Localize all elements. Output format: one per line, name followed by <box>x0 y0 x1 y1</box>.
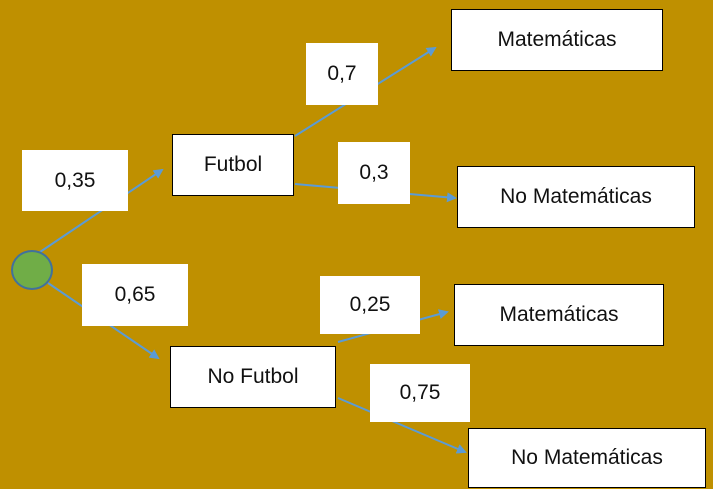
node-no-futbol: No Futbol <box>170 346 336 408</box>
prob-futbol-no-matematicas: 0,3 <box>338 142 410 204</box>
prob-no-futbol: 0,65 <box>82 264 188 326</box>
edge-root-futbol <box>39 168 164 253</box>
node-futbol: Futbol <box>172 134 294 196</box>
prob-no-futbol-matematicas: 0,25 <box>320 276 420 334</box>
root-node <box>11 250 53 290</box>
node-futbol-matematicas: Matemáticas <box>451 9 663 71</box>
prob-futbol: 0,35 <box>22 150 128 211</box>
prob-no-futbol-no-matematicas: 0,75 <box>370 364 470 422</box>
edge-no-futbol-no-matematicas <box>337 397 467 454</box>
node-no-futbol-no-matematicas: No Matemáticas <box>468 428 706 488</box>
node-no-futbol-matematicas: Matemáticas <box>454 284 664 346</box>
node-futbol-no-matematicas: No Matemáticas <box>457 166 695 228</box>
prob-futbol-matematicas: 0,7 <box>306 43 378 105</box>
